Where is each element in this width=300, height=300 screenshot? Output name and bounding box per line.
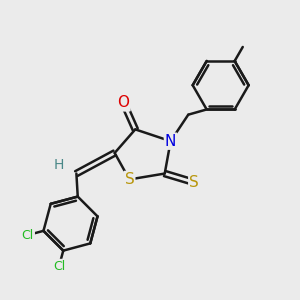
- Text: S: S: [124, 172, 134, 187]
- Text: N: N: [165, 134, 176, 149]
- Text: O: O: [118, 95, 130, 110]
- Text: Cl: Cl: [53, 260, 65, 273]
- Text: S: S: [189, 175, 199, 190]
- Text: H: H: [53, 158, 64, 172]
- Text: Cl: Cl: [22, 229, 34, 242]
